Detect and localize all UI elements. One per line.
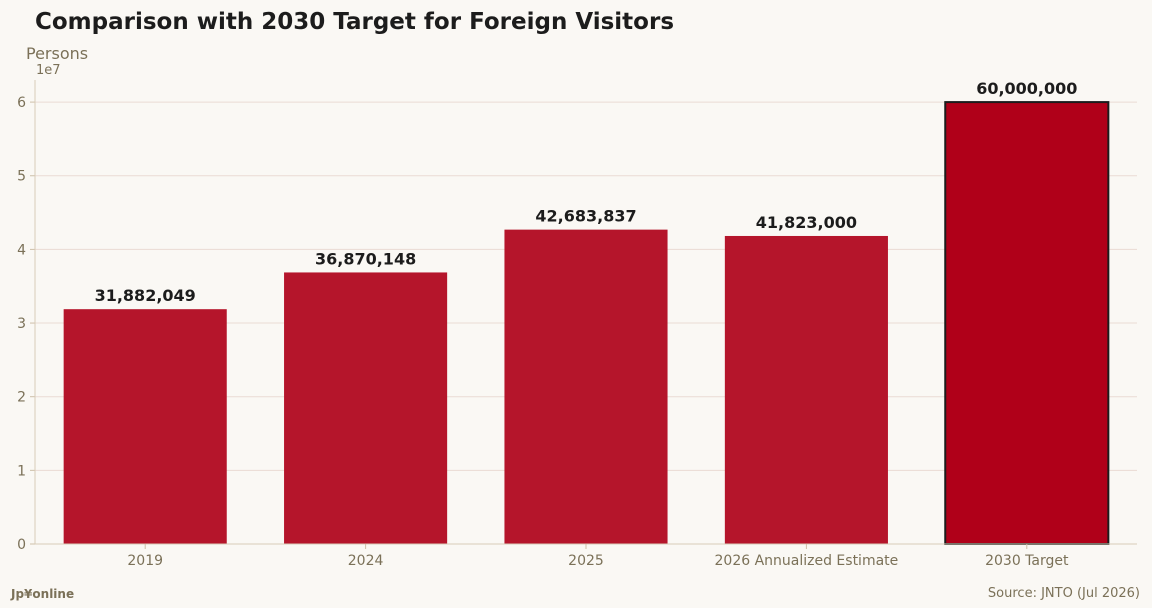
x-tick-label: 2026 Annualized Estimate [715, 553, 899, 569]
axes: 0 1 2 3 4 5 6 2019 2024 2025 2026 Annualized Estim… [17, 80, 1137, 569]
brand-logo-text: Jp¥online [11, 587, 75, 601]
y-tick-label: 6 [17, 95, 26, 111]
x-tick-label: 2024 [348, 553, 384, 569]
y-axis-scale-label: 1e7 [36, 63, 61, 78]
bar [63, 309, 227, 544]
y-tick-label: 0 [17, 537, 26, 553]
source-note: Source: JNTO (Jul 2026) [987, 586, 1140, 601]
bars [63, 101, 1110, 545]
data-label: 36,870,148 [315, 249, 416, 268]
bar [504, 229, 668, 544]
x-tick-label: 2019 [127, 553, 163, 569]
bar [724, 235, 888, 545]
y-tick-label: 2 [17, 390, 26, 406]
y-tick-label: 1 [17, 463, 26, 479]
y-axis-label: Persons [26, 44, 89, 63]
chart-title: Comparison with 2030 Target for Foreign … [35, 9, 675, 35]
y-tick-label: 4 [17, 242, 26, 258]
y-tick-label: 5 [17, 169, 26, 185]
bar [284, 272, 448, 544]
data-labels: 31,882,049 36,870,148 42,683,837 41,823,000… [95, 79, 1078, 305]
data-label: 42,683,837 [535, 207, 636, 226]
data-label: 60,000,000 [976, 79, 1077, 98]
x-tick-label: 2025 [568, 553, 604, 569]
y-tick-label: 3 [17, 316, 26, 332]
data-label: 31,882,049 [95, 286, 196, 305]
x-tick-label: 2030 Target [985, 553, 1069, 569]
bar-target [944, 101, 1110, 545]
data-label: 41,823,000 [756, 213, 857, 232]
